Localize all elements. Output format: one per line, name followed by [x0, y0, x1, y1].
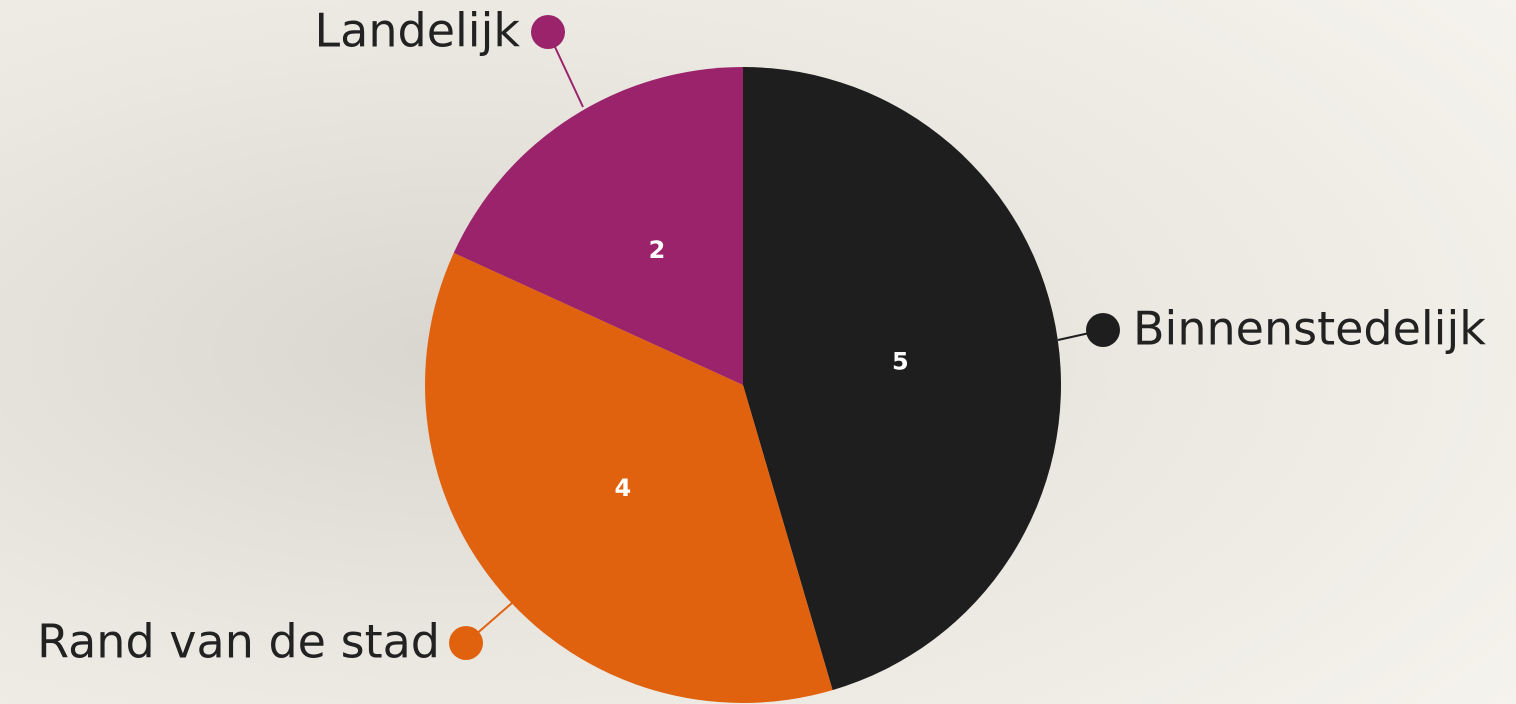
category-label: Landelijk [315, 4, 521, 58]
pie-slice [453, 66, 743, 385]
value-label: 2 [649, 236, 666, 264]
value-label: 4 [614, 474, 631, 502]
legend-dot [531, 15, 565, 49]
legend-dot [1086, 313, 1120, 347]
legend-dot [449, 626, 483, 660]
category-label: Binnenstedelijk [1133, 302, 1486, 356]
pie-slice [424, 252, 833, 704]
category-label: Rand van de stad [37, 615, 440, 669]
value-label: 5 [892, 347, 909, 375]
pie-slice [743, 67, 1061, 691]
